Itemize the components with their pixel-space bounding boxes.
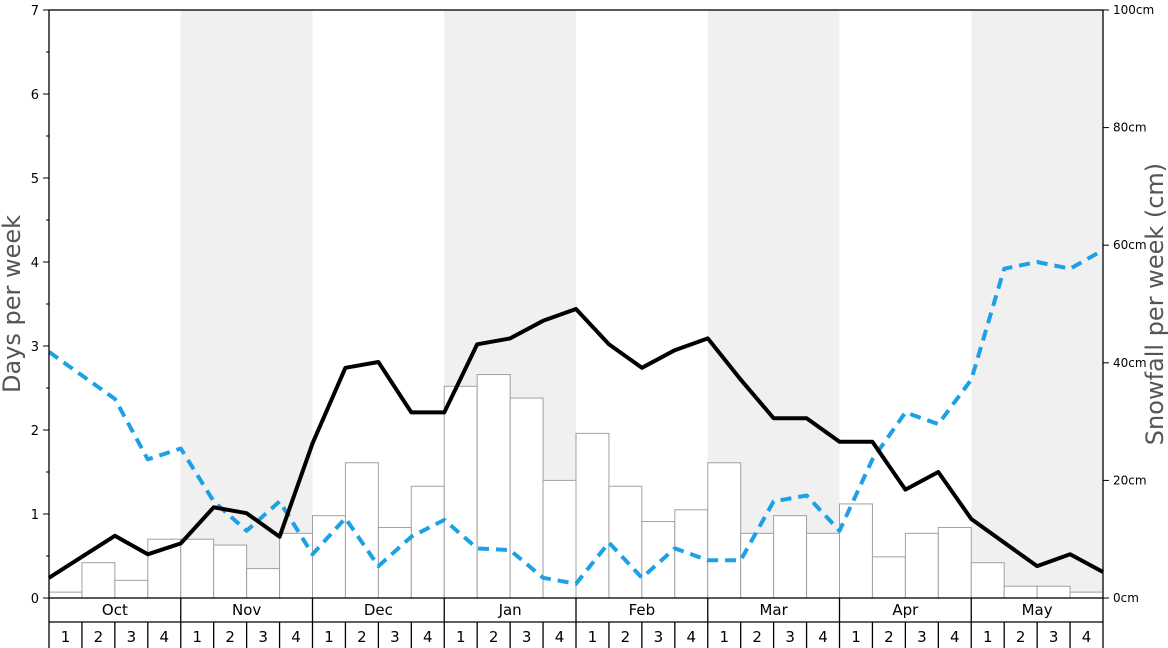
y-right-tick-label: 20cm: [1113, 473, 1147, 487]
week-label: 1: [588, 628, 598, 646]
snowfall-bar: [509, 397, 544, 599]
snowfall-bar: [1036, 585, 1071, 599]
month-band-nov: [180, 10, 313, 598]
week-label: 3: [785, 628, 795, 646]
snowfall-bar: [707, 462, 742, 599]
snowfall-bar: [180, 538, 215, 599]
snowfall-bar: [312, 515, 346, 599]
month-row: Oct Nov Dec Jan Feb Mar Apr May: [48, 598, 1104, 623]
week-label: 3: [654, 628, 664, 646]
month-label: Nov: [232, 601, 261, 619]
y-left-tick-label: 3: [31, 340, 39, 355]
snowfall-bar: [1069, 591, 1104, 599]
y-axis-left-title: Days per week: [0, 215, 26, 393]
month-label: May: [1022, 601, 1053, 619]
week-label: 2: [94, 628, 104, 646]
y-right-tick-label: 100cm: [1113, 3, 1154, 17]
week-row: 1 2 3 4 1 2 3 4 1 2 3 4 1 2 3 4 1 2 3 4 1 2 3 4 1 2 3 4 1 2 3 4: [48, 622, 1104, 648]
y-right-tick-label: 60cm: [1113, 238, 1147, 252]
y-right-tick-label: 40cm: [1113, 356, 1147, 370]
y-left-tick-label: 6: [31, 88, 39, 103]
snowfall-bar: [871, 556, 906, 599]
snowfall-bar: [246, 568, 281, 599]
week-label: 4: [160, 628, 170, 646]
month-band-may: [971, 10, 1103, 598]
snowfall-bar: [608, 485, 643, 599]
week-label: 1: [719, 628, 729, 646]
snowfall-bar: [773, 515, 808, 599]
week-label: 2: [752, 628, 762, 646]
series-lines: [47, 248, 1104, 586]
week-label: 4: [291, 628, 301, 646]
week-label: 3: [390, 628, 400, 646]
week-label: 1: [983, 628, 993, 646]
snowfall-bar: [48, 591, 83, 599]
snowfall-bar: [81, 562, 116, 599]
week-label: 3: [917, 628, 927, 646]
month-label: Apr: [892, 601, 919, 619]
week-label: 4: [423, 628, 433, 646]
snowfall-bar: [641, 521, 676, 599]
left-axis: 0 1 2 3 4 5 6 7: [31, 4, 49, 607]
month-label: Mar: [759, 601, 788, 619]
y-left-tick-label: 7: [31, 4, 39, 19]
week-label: 2: [225, 628, 235, 646]
snowfall-bar: [970, 562, 1005, 599]
snowfall-bar: [114, 579, 149, 599]
snowfall-bar: [213, 544, 248, 599]
week-label: 2: [621, 628, 631, 646]
month-label: Oct: [102, 601, 128, 619]
week-label: 4: [687, 628, 697, 646]
snowfall-bar: [443, 385, 478, 599]
y-left-tick-label: 5: [31, 172, 39, 187]
y-left-tick-label: 2: [31, 424, 39, 439]
snowfall-bar: [839, 503, 873, 599]
snowfall-bar: [937, 526, 972, 599]
week-label: 1: [192, 628, 202, 646]
y-left-tick-label: 0: [31, 592, 39, 607]
right-axis: 0cm 20cm 40cm 60cm 80cm 100cm: [1103, 3, 1154, 605]
week-label: 1: [456, 628, 466, 646]
snowfall-bar: [740, 532, 775, 599]
week-label: 2: [1016, 628, 1026, 646]
y-right-tick-label: 0cm: [1113, 591, 1139, 605]
snowfall-bar: [1003, 585, 1038, 599]
week-label: 2: [357, 628, 367, 646]
snowfall-bar: [344, 462, 379, 599]
week-label: 3: [258, 628, 268, 646]
week-label: 4: [555, 628, 565, 646]
week-label: 3: [1049, 628, 1059, 646]
snow-days-line: [47, 307, 1104, 580]
week-label: 1: [851, 628, 861, 646]
week-label: 2: [884, 628, 894, 646]
snowfall-bar: [575, 432, 610, 599]
y-left-tick-label: 4: [31, 256, 39, 271]
week-label: 4: [1082, 628, 1092, 646]
y-axis-right-title: Snowfall per week (cm): [1141, 163, 1168, 445]
week-label: 4: [818, 628, 828, 646]
week-label: 4: [950, 628, 960, 646]
month-label: Dec: [364, 601, 393, 619]
month-label: Feb: [629, 601, 656, 619]
week-label: 1: [324, 628, 334, 646]
week-label: 2: [489, 628, 499, 646]
week-label: 3: [127, 628, 137, 646]
snowfall-bar: [806, 532, 840, 599]
snowfall-bar: [476, 374, 511, 599]
month-label: Jan: [498, 601, 522, 619]
week-label: 1: [61, 628, 71, 646]
y-right-tick-label: 80cm: [1113, 121, 1147, 135]
month-bands: [180, 10, 1103, 598]
snowfall-bar: [904, 532, 939, 599]
snowfall-bar: [410, 485, 445, 599]
week-label: 3: [522, 628, 532, 646]
y-left-tick-label: 1: [31, 508, 39, 523]
